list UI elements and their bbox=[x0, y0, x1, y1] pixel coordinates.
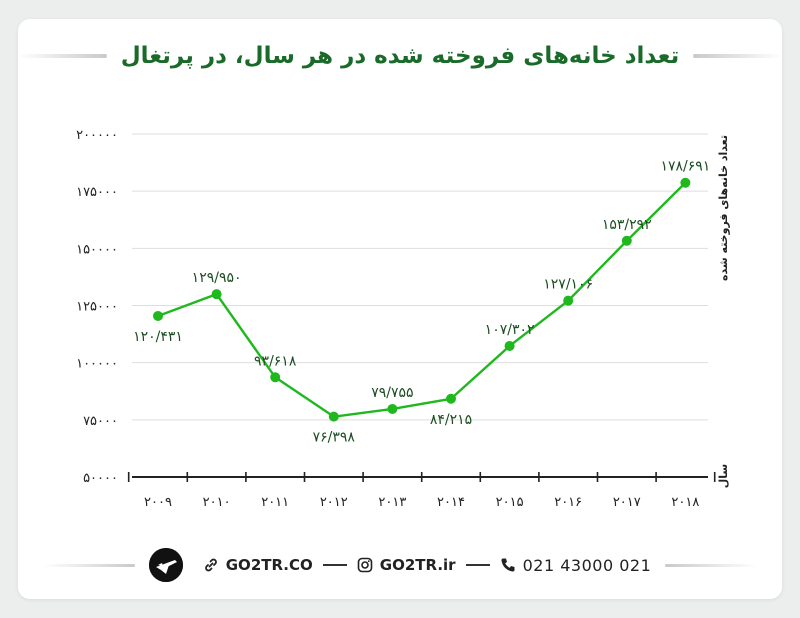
footer: GO2TR.CO GO2TR.ir 021 43000 021 bbox=[0, 548, 800, 582]
data-label: ۱۲۷/۱۰۶ bbox=[543, 277, 593, 293]
data-point bbox=[387, 403, 398, 414]
footer-divider-left bbox=[42, 563, 135, 567]
data-point bbox=[563, 295, 574, 306]
y-tick-label: ۲۰۰۰۰۰ bbox=[76, 128, 118, 143]
y-tick-label: ۱۵۰۰۰۰ bbox=[76, 242, 118, 257]
instagram-icon bbox=[357, 557, 373, 573]
x-tick-label: ۲۰۱۳ bbox=[378, 495, 406, 510]
chart-title: تعداد خانه‌های فروخته شده در هر سال، در … bbox=[120, 43, 680, 69]
data-point bbox=[621, 235, 632, 246]
x-tick-label: ۲۰۱۲ bbox=[320, 495, 348, 510]
x-tick-label: ۲۰۱۵ bbox=[496, 495, 524, 510]
data-label: ۱۲۰/۴۳۱ bbox=[133, 329, 183, 345]
x-axis: ۲۰۰۹ ۲۰۱۰ ۲۰۱۱ ۲۰۱۲ ۲۰۱۳ ۲۰۱۴ ۲۰۱۵ ۲۰۱۶ ۲۰۱۷ ۲۰۱۸ bbox=[127, 472, 716, 510]
data-point bbox=[270, 372, 281, 383]
phone-icon bbox=[500, 557, 516, 573]
y-tick-label: ۱۰۰۰۰۰ bbox=[76, 357, 118, 372]
data-label: ۹۳/۶۱۸ bbox=[254, 353, 297, 369]
footer-separator bbox=[465, 564, 490, 566]
data-point bbox=[680, 177, 691, 188]
data-labels: ۱۲۰/۴۳۱ ۱۲۹/۹۵۰ ۹۳/۶۱۸ ۷۶/۳۹۸ ۷۹/۷۵۵ ۸۴/۲۱۵ ۱۰… bbox=[133, 159, 710, 446]
data-point bbox=[328, 411, 339, 422]
data-label: ۷۹/۷۵۵ bbox=[371, 385, 413, 401]
x-tick-label: ۲۰۰۹ bbox=[144, 495, 172, 510]
y-tick-labels: ۵۰۰۰۰ ۷۵۰۰۰ ۱۰۰۰۰۰ ۱۲۵۰۰۰ ۱۵۰۰۰۰ ۱۷۵۰۰۰ ۲۰۰۰۰۰ bbox=[76, 128, 118, 486]
x-tick-label: ۲۰۱۸ bbox=[671, 495, 699, 510]
data-label: ۱۷۸/۶۹۱ bbox=[660, 159, 710, 175]
grid-lines bbox=[132, 133, 708, 421]
x-tick-label: ۲۰۱۰ bbox=[203, 495, 231, 510]
title-divider-left bbox=[16, 54, 107, 58]
instagram-link[interactable]: GO2TR.ir bbox=[357, 556, 456, 574]
data-label: ۷۶/۳۹۸ bbox=[313, 430, 356, 446]
website-text: GO2TR.CO bbox=[225, 556, 313, 574]
x-tick-label: ۲۰۱۴ bbox=[437, 495, 465, 510]
y-tick-label: ۷۵۰۰۰ bbox=[83, 414, 118, 429]
logo-plane-icon bbox=[148, 548, 183, 582]
series-line-group bbox=[153, 177, 691, 422]
y-axis-title: تعداد خانه‌های فروخته شده bbox=[717, 135, 730, 281]
phone-text: 021 43000 021 bbox=[522, 555, 652, 575]
data-point bbox=[153, 310, 163, 321]
x-tick-label: ۲۰۱۶ bbox=[554, 495, 582, 510]
series-line bbox=[157, 181, 687, 418]
data-point bbox=[211, 289, 222, 300]
link-icon bbox=[203, 557, 219, 573]
phone-link[interactable]: 021 43000 021 bbox=[500, 556, 652, 575]
y-tick-label: ۱۲۵۰۰۰ bbox=[76, 300, 118, 315]
data-label: ۱۰۷/۳۰۲ bbox=[485, 322, 535, 338]
data-point bbox=[446, 393, 456, 404]
data-label: ۱۲۹/۹۵۰ bbox=[192, 270, 242, 286]
title-bar: تعداد خانه‌های فروخته شده در هر سال، در … bbox=[0, 36, 800, 76]
footer-separator bbox=[322, 564, 347, 566]
y-tick-label: ۵۰۰۰۰ bbox=[83, 471, 118, 486]
data-label: ۱۵۳/۲۹۲ bbox=[602, 217, 652, 233]
data-label: ۸۴/۲۱۵ bbox=[430, 412, 472, 428]
title-divider-right bbox=[693, 54, 784, 58]
website-link[interactable]: GO2TR.CO bbox=[203, 556, 313, 574]
x-tick-label: ۲۰۱۷ bbox=[613, 495, 641, 510]
data-point bbox=[504, 340, 515, 351]
x-axis-title: سال bbox=[717, 464, 730, 489]
instagram-text: GO2TR.ir bbox=[379, 556, 456, 574]
y-tick-label: ۱۷۵۰۰۰ bbox=[76, 185, 118, 200]
chart-card bbox=[18, 19, 782, 599]
footer-divider-right bbox=[665, 563, 758, 567]
x-tick-label: ۲۰۱۱ bbox=[261, 495, 289, 510]
